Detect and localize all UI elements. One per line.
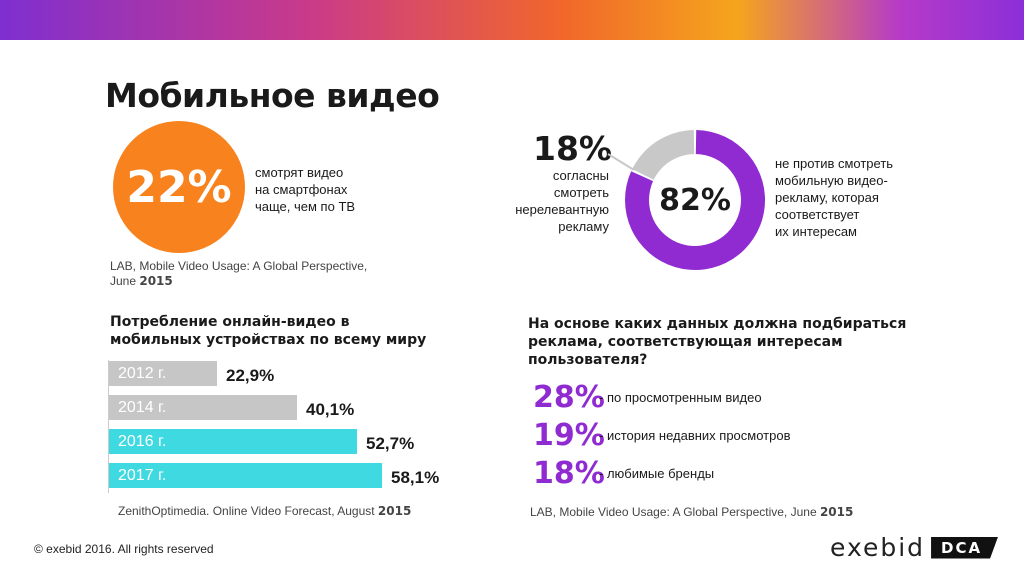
question-line: На основе каких данных должна подбиратьс… — [528, 316, 907, 332]
smartphone-stat-circle: 22% — [113, 121, 245, 253]
smartphone-stat-text: смотрят видео на смартфонах чаще, чем по… — [255, 164, 415, 215]
ad-basis-question: На основе каких данных должна подбиратьс… — [528, 315, 908, 369]
agree-line: нерелевантную — [515, 202, 609, 217]
bar-2: 2014 г. — [109, 395, 297, 420]
consumption-chart-title: Потребление онлайн-видео в мобильных уст… — [110, 313, 430, 349]
ad-basis-item: 28% - по просмотренным видео — [533, 380, 762, 415]
not-against-line: их интересам — [775, 224, 857, 239]
logo-wordmark: exebid — [830, 533, 926, 562]
header-gradient-bar — [0, 0, 1024, 40]
ads-donut-chart — [625, 130, 765, 270]
copyright-text: © exebid 2016. All rights reserved — [34, 542, 214, 556]
agree-leader-line — [607, 153, 635, 171]
ad-basis-item: 19% - история недавних просмотров — [533, 418, 790, 453]
bar-category-label: 2012 г. — [118, 364, 167, 382]
agree-line: согласны — [552, 168, 609, 183]
ad-basis-value: 19% — [533, 418, 605, 453]
question-line: реклама, соответствующая интересам — [528, 334, 843, 350]
bar-category-label: 2014 г. — [118, 398, 167, 416]
donut-slice-1 — [625, 130, 765, 270]
consumption-source: ZenithOptimedia. Online Video Forecast, … — [118, 504, 411, 518]
bar-value-label: 22,9% — [226, 366, 275, 385]
source-year: 2015 — [139, 274, 173, 288]
bar-value-label: 40,1% — [306, 400, 355, 419]
source-line: LAB, Mobile Video Usage: A Global Perspe… — [110, 259, 368, 273]
source-text: LAB, Mobile Video Usage: A Global Perspe… — [530, 505, 820, 519]
source-year: 2015 — [819, 505, 854, 519]
smartphone-stat-value: 22% — [126, 161, 232, 213]
bar-4: 2017 г. — [109, 463, 382, 488]
not-against-line: не против смотреть — [775, 156, 894, 171]
agree-line: рекламу — [558, 219, 609, 234]
ad-basis-item: 18% - любимые бренды — [533, 456, 714, 491]
bar-value-label: 52,7% — [366, 434, 415, 453]
bar-3: 2016 г. — [109, 429, 357, 454]
donut-slice-2 — [632, 130, 695, 180]
not-against-line: соответствует — [775, 207, 860, 222]
bar-value-label: 58,1% — [391, 468, 440, 487]
ad-basis-value: 28% — [533, 380, 605, 415]
page-title: Мобильное видео — [105, 76, 440, 115]
source-year: 2015 — [377, 504, 412, 518]
ad-basis-label: - история недавних просмотров — [599, 428, 791, 443]
ad-basis-label: - любимые бренды — [599, 466, 715, 481]
exebid-logo: exebid DCA — [830, 533, 999, 562]
not-against-line: рекламу, которая — [775, 190, 879, 205]
agree-text: согласны смотреть нерелевантную рекламу — [482, 167, 609, 235]
smartphone-stat-source: LAB, Mobile Video Usage: A Global Perspe… — [110, 259, 410, 289]
source-line: June — [110, 274, 140, 288]
not-against-text: не против смотреть мобильную видео- рекл… — [775, 155, 935, 240]
agree-value: 18% — [533, 129, 612, 168]
bar-chart-axis — [108, 360, 109, 493]
not-against-line: мобильную видео- — [775, 173, 888, 188]
bar-category-label: 2016 г. — [118, 432, 167, 450]
ad-basis-source: LAB, Mobile Video Usage: A Global Perspe… — [530, 505, 853, 519]
smartphone-stat-line: чаще, чем по ТВ — [255, 199, 356, 214]
bar-1: 2012 г. — [109, 361, 217, 386]
chart-title-line: Потребление онлайн-видео в — [110, 314, 350, 330]
source-text: ZenithOptimedia. Online Video Forecast, … — [118, 504, 378, 518]
ad-basis-value: 18% — [533, 456, 605, 491]
smartphone-stat-line: на смартфонах — [255, 182, 348, 197]
bar-category-label: 2017 г. — [118, 466, 167, 484]
consumption-bar-chart: 2012 г. 22,9% 2014 г. 40,1% 2016 г. 52,7% 2017… — [109, 361, 509, 491]
chart-title-line: мобильных устройствах по всему миру — [110, 332, 427, 348]
logo-badge: DCA — [931, 536, 999, 559]
agree-line: смотреть — [553, 185, 609, 200]
question-line: пользователя? — [528, 352, 648, 368]
ad-basis-label: - по просмотренным видео — [599, 390, 762, 405]
donut-center-value: 82% — [659, 182, 731, 218]
smartphone-stat-line: смотрят видео — [255, 165, 344, 180]
